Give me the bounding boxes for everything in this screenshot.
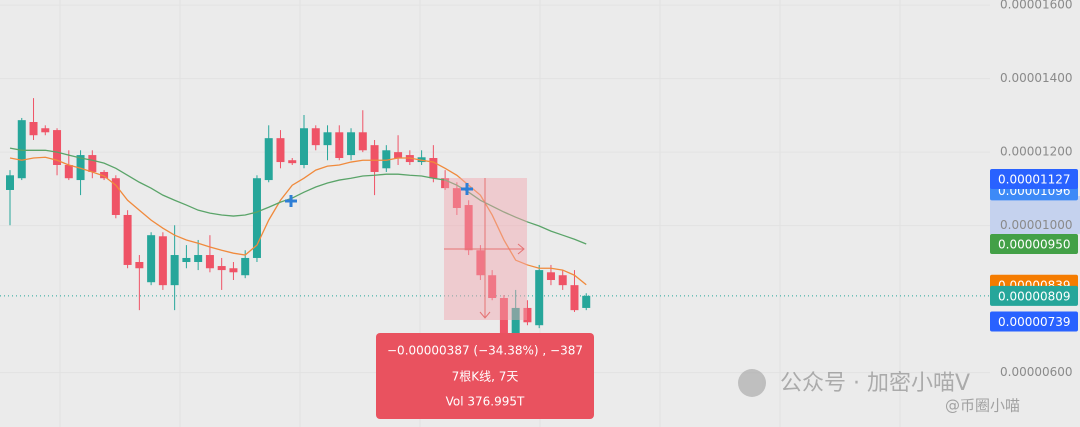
candle-body: [135, 262, 144, 269]
candle-body: [252, 178, 261, 258]
arrow-head: [517, 243, 525, 255]
y-tick-label: 0.00001000: [1000, 218, 1073, 232]
watermark-text: @币圈小喵: [945, 397, 1020, 415]
price-tag-label: 0.00001127: [998, 172, 1071, 186]
candle-body: [523, 307, 532, 323]
candle-body: [53, 130, 62, 165]
candle-body: [311, 128, 320, 146]
arrow-head: [479, 311, 491, 319]
candle-body: [76, 155, 85, 181]
candle-body: [29, 122, 38, 136]
candle-body: [558, 275, 567, 286]
candle-body: [64, 164, 73, 179]
candle-body: [205, 255, 214, 269]
candle-body: [570, 285, 579, 311]
candle-body: [182, 257, 191, 263]
price-tag-label: 0.00000739: [998, 315, 1071, 329]
crosshair-markers: [285, 183, 473, 207]
candle-body: [241, 257, 250, 276]
tooltip-line: −0.00000387 (−34.38%) , −387: [387, 344, 583, 358]
candle-body: [276, 138, 285, 163]
candle-body: [147, 235, 156, 283]
candle-body: [347, 132, 356, 156]
price-tag-label: 0.00000809: [998, 289, 1071, 303]
moving-average: [9, 156, 587, 286]
price-tags: 0.000010960.000011270.000009500.00000839…: [990, 168, 1078, 332]
candle-body: [335, 132, 344, 159]
marker: [461, 183, 473, 195]
candle-body: [41, 128, 50, 133]
candle-body: [546, 272, 555, 281]
candle-body: [194, 255, 203, 263]
candle-body: [476, 250, 485, 276]
candle-body: [441, 178, 450, 189]
candle-body: [6, 175, 14, 190]
tooltip-line: 7根K线, 7天: [452, 370, 519, 384]
measure-tool: [444, 178, 527, 320]
candle-body: [229, 268, 238, 273]
candle-body: [100, 171, 109, 179]
y-tick-label: 0.00001200: [1000, 145, 1073, 159]
candle-body: [170, 255, 179, 286]
moving-average: [9, 147, 587, 245]
candle-body: [17, 120, 26, 179]
candle-body: [264, 138, 273, 181]
candle-body: [535, 270, 544, 326]
candle-body: [429, 158, 438, 179]
tooltip-box: [376, 333, 594, 419]
candle-body: [511, 307, 520, 346]
axis-range-highlight: [990, 196, 1080, 234]
candle-body: [499, 298, 508, 346]
candle-body: [358, 132, 367, 151]
candle-body: [382, 150, 391, 169]
candle-body: [488, 275, 497, 299]
y-tick-label: 0.00001400: [1000, 71, 1073, 85]
candle-body: [452, 188, 461, 208]
candle-body: [323, 132, 332, 146]
candle-body: [288, 160, 297, 164]
candle-body: [464, 205, 473, 251]
price-tag: [990, 168, 1078, 189]
candle-body: [123, 214, 132, 265]
watermark: 公众号 · 加密小喵V @币圈小喵: [738, 369, 1020, 415]
tooltip-line: Vol 376.995T: [446, 395, 525, 409]
candle-body: [582, 295, 591, 308]
price-tag-label: 0.00000950: [998, 238, 1071, 252]
price-tag: [990, 234, 1078, 254]
y-tick-label: 0.00000600: [1000, 365, 1073, 379]
y-tick-label: 0.00001600: [1000, 0, 1073, 12]
plot-area: [0, 98, 990, 353]
marker: [285, 195, 297, 207]
candle-body: [370, 145, 379, 172]
candle-body: [300, 128, 308, 165]
price-tag: [990, 311, 1078, 332]
watermark-text: 公众号 · 加密小喵V: [780, 371, 970, 396]
candle-body: [394, 152, 403, 159]
candle-body: [88, 155, 97, 172]
candle-body: [217, 266, 226, 271]
price-tag: [990, 285, 1078, 306]
watermark-icon: [738, 369, 766, 397]
candle-body: [158, 236, 167, 286]
candle-body: [111, 178, 120, 215]
